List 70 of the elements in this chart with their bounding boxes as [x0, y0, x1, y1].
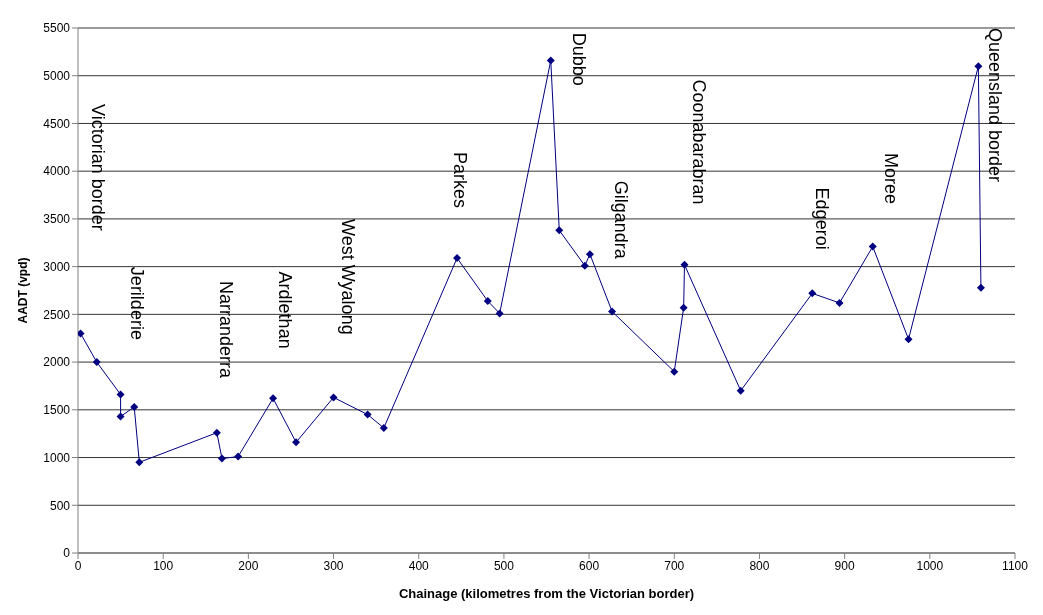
x-tick-label: 100: [153, 558, 174, 573]
point: [904, 335, 913, 344]
y-tick-label: 1500: [43, 403, 71, 418]
annotation: Dubbo: [569, 32, 590, 86]
y-tick-label: 4500: [43, 116, 71, 131]
y-tick-label: 5000: [43, 68, 71, 83]
annotation: West Wyalong: [337, 219, 358, 335]
y-tick-label: 3500: [43, 212, 71, 227]
point: [680, 260, 689, 269]
annotation: Coonabarabran: [689, 79, 710, 205]
x-tick-label: 500: [493, 558, 515, 573]
point: [679, 303, 688, 312]
annotation: Ardlethan: [274, 271, 295, 349]
point: [736, 386, 745, 395]
point: [116, 412, 125, 421]
point: [212, 428, 221, 437]
x-tick-label: 700: [664, 558, 685, 573]
point: [868, 242, 877, 251]
x-tick-label: 800: [749, 558, 770, 573]
y-tick-label: 3000: [43, 259, 71, 274]
point: [974, 62, 983, 71]
annotation: Moree: [881, 152, 902, 204]
point: [580, 261, 589, 270]
x-tick-label: 1100: [1002, 558, 1029, 573]
point: [329, 393, 338, 402]
x-axis-title: Chainage (kilometres from the Victorian border): [398, 586, 695, 601]
x-tick-label: 300: [323, 558, 344, 573]
point: [379, 423, 388, 432]
y-tick-label: 5500: [43, 21, 71, 36]
point: [585, 250, 594, 259]
point: [269, 394, 278, 403]
annotation: Victorian border: [88, 104, 109, 231]
annotation: Edgeroi: [811, 187, 832, 250]
point: [808, 289, 817, 298]
annotation: Jerilderie: [126, 266, 147, 340]
x-tick-label: 900: [834, 558, 855, 573]
point: [135, 458, 144, 467]
y-tick-label: 4000: [43, 164, 71, 179]
annotation: Gilgandra: [611, 180, 632, 260]
point: [363, 410, 372, 419]
point: [217, 454, 226, 463]
y-tick-label: 1000: [43, 450, 71, 465]
point: [976, 283, 985, 292]
point: [546, 56, 555, 65]
point: [555, 226, 564, 235]
x-tick-label: 0: [74, 558, 82, 573]
x-tick-label: 200: [238, 558, 259, 573]
point: [130, 402, 139, 411]
point: [453, 254, 462, 263]
x-tick-label: 600: [579, 558, 600, 573]
y-axis-title: AADT (vpd): [16, 257, 31, 324]
y-tick-label: 500: [49, 498, 71, 513]
point: [78, 329, 85, 338]
point: [234, 452, 243, 461]
x-tick-label: 1000: [916, 558, 944, 573]
point: [495, 309, 504, 318]
point: [670, 367, 679, 376]
x-tick-label: 400: [408, 558, 430, 573]
y-tick-label: 0: [63, 546, 71, 561]
point: [92, 358, 101, 367]
annotation: Queensland border: [985, 28, 1006, 183]
annotation: Parkes: [450, 151, 471, 208]
y-tick-label: 2000: [43, 355, 71, 370]
annotation: Narranderra: [215, 281, 236, 380]
point: [608, 307, 617, 316]
point: [292, 438, 301, 447]
y-tick-label: 2500: [43, 307, 71, 322]
point: [116, 390, 125, 399]
point: [835, 298, 844, 307]
point: [483, 297, 492, 305]
